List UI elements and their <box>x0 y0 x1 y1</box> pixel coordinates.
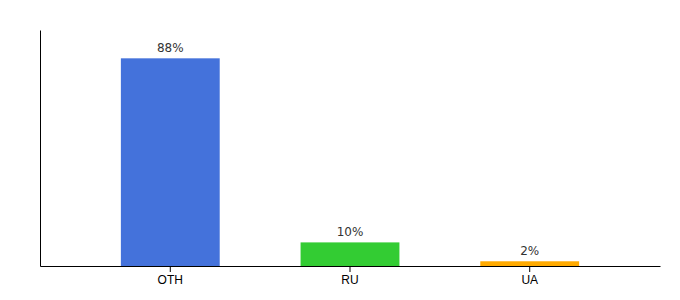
plot: OTH RU UA 88% 10% 2% <box>41 31 661 287</box>
bar <box>480 261 579 266</box>
y-axis-line <box>40 31 41 267</box>
data-label: 88% <box>157 41 184 55</box>
x-tick-mark <box>350 266 351 272</box>
x-tick: OTH <box>158 266 183 287</box>
x-tick-mark <box>170 266 171 272</box>
data-labels: 88% 10% 2% <box>157 41 539 258</box>
x-tick-label: RU <box>341 273 358 287</box>
x-tick-label: OTH <box>158 273 183 287</box>
y-axis <box>40 31 41 267</box>
chart: OTH RU UA 88% 10% 2% <box>0 0 680 300</box>
x-tick: RU <box>341 266 358 287</box>
x-axis: OTH RU UA <box>41 266 661 287</box>
bar <box>121 58 220 266</box>
x-tick: UA <box>521 266 538 287</box>
data-label: 10% <box>337 225 364 239</box>
x-tick-label: UA <box>521 273 538 287</box>
data-label: 2% <box>520 244 539 258</box>
x-tick-mark <box>529 266 530 272</box>
bars <box>121 58 579 266</box>
bar <box>301 242 400 266</box>
